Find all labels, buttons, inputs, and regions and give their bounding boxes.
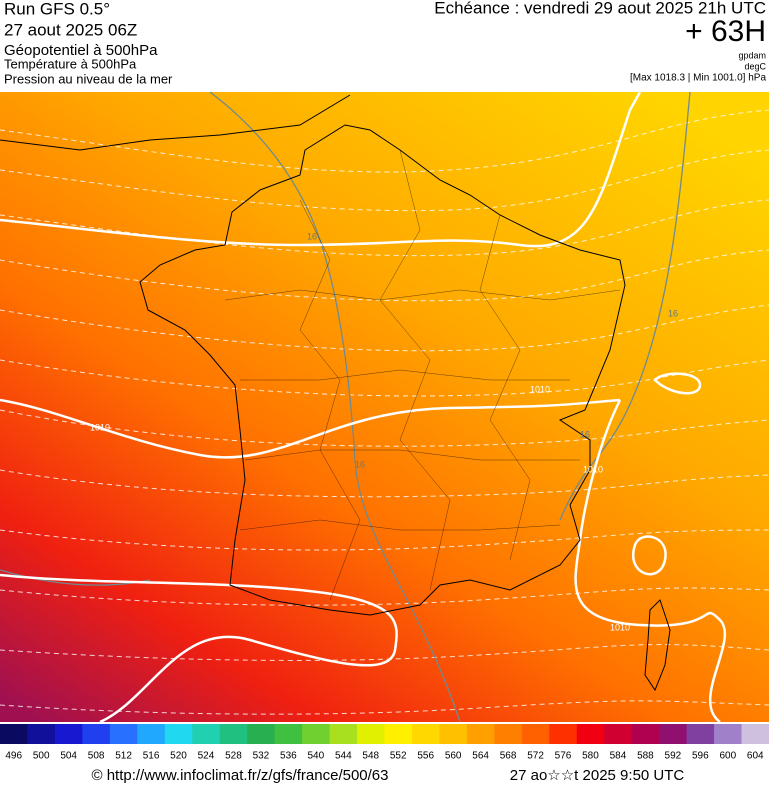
scale-label: 568: [500, 751, 517, 762]
field: Géopotentiel à 500hPa: [4, 42, 158, 59]
scale-swatch: [164, 724, 193, 744]
lead-time: + 63H: [685, 15, 766, 48]
scale-swatch: [247, 724, 276, 744]
scale-label: 580: [582, 751, 599, 762]
generated-time: 27 ao☆☆t 2025 9:50 UTC: [510, 767, 685, 784]
contour-label: 1010: [90, 422, 110, 432]
scale-label: 516: [143, 751, 160, 762]
scale-label: 572: [527, 751, 544, 762]
scale-swatch: [54, 724, 83, 744]
source: © http://www.infoclimat.fr/z/gfs/france/…: [91, 767, 388, 784]
contour-label: 16: [355, 459, 365, 469]
scale-swatch: [27, 724, 56, 744]
run: Run GFS 0.5°: [4, 0, 110, 18]
pressure-range: [Max 1018.3 | Min 1001.0] hPa: [630, 73, 766, 84]
map-background: [0, 92, 769, 722]
scale-swatch: [411, 724, 440, 744]
scale-swatch: [659, 724, 688, 744]
scale-label: 540: [307, 751, 324, 762]
scale-label: 600: [719, 751, 736, 762]
scale-swatch: [0, 724, 28, 744]
scale-swatch: [357, 724, 385, 744]
scale-swatch: [384, 724, 413, 744]
scale-label: 504: [60, 751, 77, 762]
scale-swatch: [714, 724, 743, 744]
scale-swatch: [329, 724, 358, 744]
contour-labels: 1010 1010 1010 16 16 16 16 1010: [90, 231, 678, 632]
run-date: 27 aout 2025 06Z: [4, 20, 137, 39]
scale-label: 520: [170, 751, 187, 762]
scale-label: 512: [115, 751, 132, 762]
valid-time: Echéance : vendredi 29 aout 2025 21h UTC: [434, 0, 766, 17]
coastlines: [0, 94, 671, 692]
scale-swatch: [192, 724, 221, 744]
scale-label: 564: [472, 751, 489, 762]
scale-swatch: [549, 724, 578, 744]
field: Pression au niveau de la mer: [4, 71, 173, 86]
scale-label: 524: [198, 751, 215, 762]
scale-label: 500: [33, 751, 50, 762]
scale-swatch: [576, 724, 605, 744]
contour-label: 16: [668, 308, 678, 318]
color-scale: 496 500 504 508 512 516 520 524 528 532 536 540 544 5…: [0, 724, 769, 762]
scale-swatch: [439, 724, 468, 744]
scale-label: 556: [417, 751, 434, 762]
scale-swatch: [466, 724, 495, 744]
scale-label: 552: [390, 751, 407, 762]
contour-label: 16: [307, 231, 317, 241]
contour-label: 16: [580, 429, 590, 439]
scale-swatch: [82, 724, 111, 744]
scale-label: 604: [747, 751, 764, 762]
scale-label: 592: [665, 751, 682, 762]
field: Température à 500hPa: [4, 56, 137, 71]
scale-label: 576: [555, 751, 572, 762]
unit: gpdam: [738, 50, 766, 60]
scale-label: 544: [335, 751, 352, 762]
isobars: [0, 92, 727, 722]
scale-swatch: [137, 724, 166, 744]
scale-swatch: [302, 724, 331, 744]
scale-label: 588: [637, 751, 654, 762]
scale-swatch: [604, 724, 633, 744]
scale-label: 584: [610, 751, 627, 762]
scale-label: 596: [692, 751, 709, 762]
scale-label: 548: [362, 751, 379, 762]
scale-swatch: [521, 724, 550, 744]
scale-label: 496: [5, 751, 22, 762]
scale-label: 508: [88, 751, 105, 762]
contour-label: 1010: [610, 622, 630, 632]
contour-label: 1010: [530, 384, 550, 394]
scale-swatch: [686, 724, 715, 744]
scale-swatch: [494, 724, 523, 744]
scale-label: 560: [445, 751, 462, 762]
scale-label: 532: [253, 751, 270, 762]
scale-swatch: [219, 724, 248, 744]
scale-label: 536: [280, 751, 297, 762]
contour-label: 1010: [583, 464, 603, 474]
map: 1010 1010 1010 16 16 16 16 1010: [0, 92, 769, 722]
unit: degC: [744, 61, 766, 71]
scale-swatch: [741, 724, 769, 744]
scale-swatch: [274, 724, 303, 744]
scale-swatch: [631, 724, 660, 744]
scale-swatch: [109, 724, 138, 744]
scale-label: 528: [225, 751, 242, 762]
